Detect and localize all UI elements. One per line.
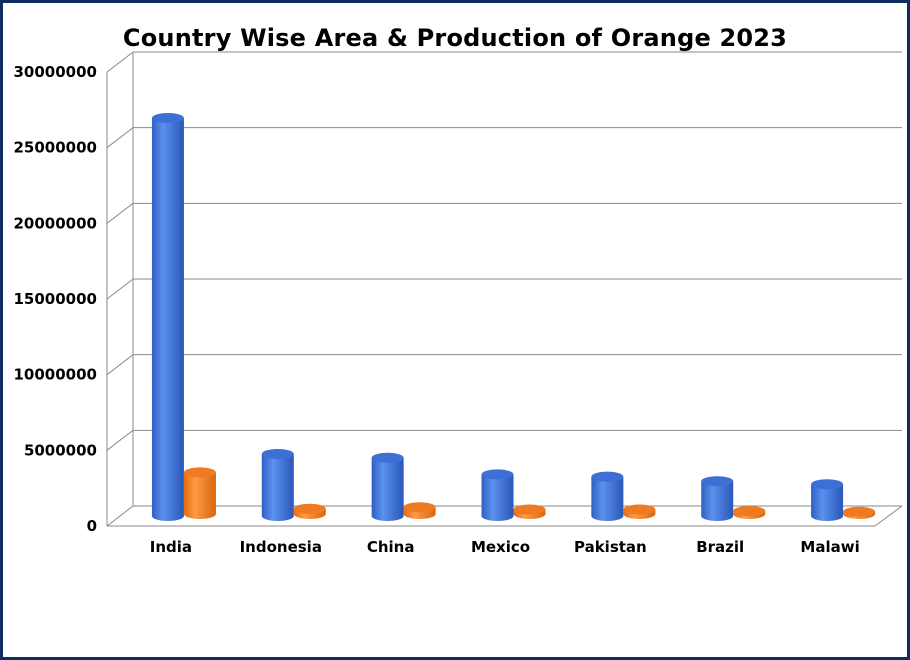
bar-top <box>843 506 876 517</box>
y-tick-label: 10000000 <box>14 366 98 384</box>
bar-body <box>261 453 294 521</box>
gridline-depth <box>106 127 134 149</box>
y-tick-label: 30000000 <box>14 63 98 81</box>
bar-body <box>183 472 216 519</box>
bar-top <box>733 505 766 516</box>
bar-body <box>481 474 514 521</box>
chart-title: Country Wise Area & Production of Orange… <box>122 24 788 52</box>
bar-series-1 <box>481 469 514 521</box>
bar-top <box>513 504 546 515</box>
y-tick-label: 15000000 <box>14 290 98 308</box>
bar-series-1 <box>701 476 734 521</box>
bar-top <box>591 471 624 482</box>
bar-top <box>151 112 184 123</box>
bar-top <box>623 504 656 515</box>
bar-top <box>701 476 734 487</box>
gridline-depth <box>106 429 134 451</box>
bar-body <box>591 476 624 521</box>
x-tick-label: India <box>150 538 192 556</box>
bar-top <box>293 503 326 514</box>
bar-body <box>371 457 404 521</box>
bar-body <box>701 481 734 521</box>
bar-series-1 <box>811 479 844 521</box>
bar-series-2 <box>293 503 326 519</box>
bar-top <box>403 502 436 513</box>
gridline-depth <box>106 354 134 376</box>
bar-series-2 <box>733 505 766 519</box>
x-tick-label: China <box>367 538 415 556</box>
bar-body <box>151 117 184 521</box>
y-tick-label: 0 <box>87 517 97 535</box>
bar-series-1 <box>261 448 294 521</box>
y-tick-label: 5000000 <box>24 441 97 459</box>
gridline-depth <box>106 505 134 527</box>
gridline-depth <box>106 51 134 73</box>
bar-series-1 <box>371 452 404 521</box>
bar-series-2 <box>843 506 876 519</box>
bar-top <box>183 467 216 478</box>
bar-series-2 <box>183 467 216 519</box>
bar-top <box>371 452 404 463</box>
bar-series-2 <box>623 504 656 519</box>
gridline-depth <box>106 278 134 300</box>
y-tick-label: 25000000 <box>14 139 98 157</box>
x-tick-label: Brazil <box>696 538 744 556</box>
bar-series-2 <box>513 504 546 519</box>
x-tick-label: Mexico <box>471 538 530 556</box>
x-tick-label: Pakistan <box>574 538 647 556</box>
bar-top <box>811 479 844 490</box>
floor-edge <box>874 505 903 527</box>
x-tick-label: Malawi <box>800 538 859 556</box>
bar-series-2 <box>403 502 436 519</box>
bar-series-1 <box>591 471 624 521</box>
x-tick-label: Indonesia <box>240 538 322 556</box>
y-tick-label: 20000000 <box>14 214 98 232</box>
bar-top <box>261 448 294 459</box>
bar-body <box>811 484 844 521</box>
bar-top <box>481 469 514 480</box>
bar-series-1 <box>151 112 184 521</box>
gridline-depth <box>106 202 134 224</box>
